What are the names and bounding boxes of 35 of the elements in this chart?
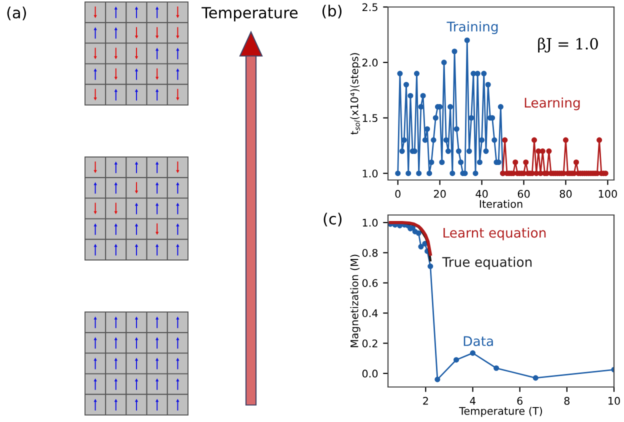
y-tick-label: 0.0	[362, 370, 378, 378]
x-tick-label: 4	[470, 397, 476, 405]
series-label: Training	[446, 21, 498, 34]
text: Learning	[524, 97, 580, 110]
y-tick-label: 2.0	[362, 58, 378, 67]
x-axis-title: Iteration	[480, 200, 522, 208]
y-axis-title: t$_{sol}$(x10⁴)(steps)	[350, 53, 360, 135]
y-tick-label: 1.0	[362, 218, 378, 227]
x-tick-label: 8	[564, 396, 570, 405]
x-axis-title: Temperature (T)	[459, 406, 542, 417]
x-tick-label: 6	[517, 396, 522, 405]
y-tick-label: 0.4	[362, 309, 378, 318]
series-label: True equation	[442, 256, 532, 270]
x-tick-label: 2	[423, 396, 428, 405]
y-tick-label: 1.5	[362, 114, 378, 122]
chart-title: (b)	[322, 4, 342, 18]
x-tick-label: 60	[518, 190, 530, 198]
series-label: Learnt equation	[444, 228, 546, 240]
y-tick-label: 0.6	[362, 279, 378, 287]
x-tick-label: 10	[608, 396, 620, 405]
chart-title: (c)	[324, 212, 342, 226]
y-axis-title: Magnetization (M)	[350, 254, 360, 348]
text: Temperature	[202, 7, 298, 22]
y-tick-label: 0.8	[362, 248, 378, 257]
x-tick-label: 100	[598, 190, 617, 198]
y-tick-label: 1.0	[362, 170, 378, 178]
x-tick-label: 40	[476, 190, 488, 198]
text: (a)	[7, 6, 26, 20]
y-tick-label: 2.5	[362, 3, 378, 12]
annotation: βJ = 1.0	[538, 38, 598, 52]
series-label: Data	[464, 336, 493, 346]
x-tick-label: 80	[560, 190, 572, 198]
x-tick-label: 20	[434, 190, 446, 198]
x-tick-label: 0	[395, 190, 400, 198]
y-tick-label: 0.2	[362, 339, 378, 348]
